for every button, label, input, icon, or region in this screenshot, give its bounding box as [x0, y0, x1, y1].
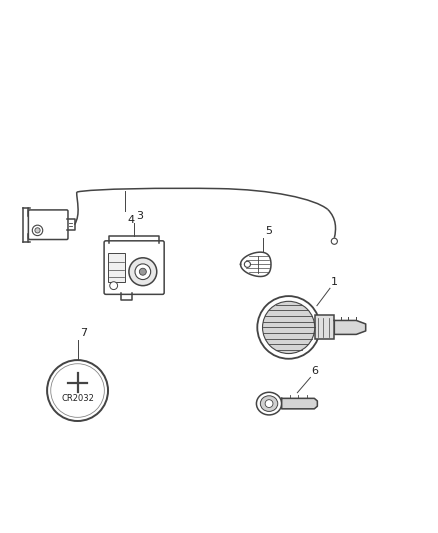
Circle shape: [47, 360, 108, 421]
Circle shape: [51, 364, 104, 417]
Text: 5: 5: [265, 226, 272, 236]
Circle shape: [110, 282, 117, 289]
Polygon shape: [240, 252, 271, 277]
Text: CR2032: CR2032: [61, 394, 94, 403]
Ellipse shape: [256, 392, 282, 415]
Circle shape: [257, 296, 320, 359]
Circle shape: [135, 264, 151, 279]
Bar: [109, 254, 125, 282]
FancyBboxPatch shape: [28, 210, 68, 239]
Ellipse shape: [260, 396, 278, 411]
Bar: [315, 316, 334, 340]
Circle shape: [35, 228, 40, 233]
Circle shape: [139, 268, 146, 275]
Circle shape: [129, 258, 157, 286]
Text: 6: 6: [312, 366, 319, 376]
FancyBboxPatch shape: [104, 241, 164, 294]
Text: 4: 4: [127, 215, 135, 225]
Circle shape: [32, 225, 43, 236]
Circle shape: [331, 238, 337, 244]
Polygon shape: [282, 398, 318, 409]
Circle shape: [265, 400, 273, 408]
Text: 7: 7: [80, 328, 87, 338]
Circle shape: [262, 301, 315, 353]
Circle shape: [244, 261, 251, 268]
Text: 3: 3: [136, 211, 143, 221]
Text: 1: 1: [331, 277, 338, 287]
Polygon shape: [334, 320, 366, 334]
